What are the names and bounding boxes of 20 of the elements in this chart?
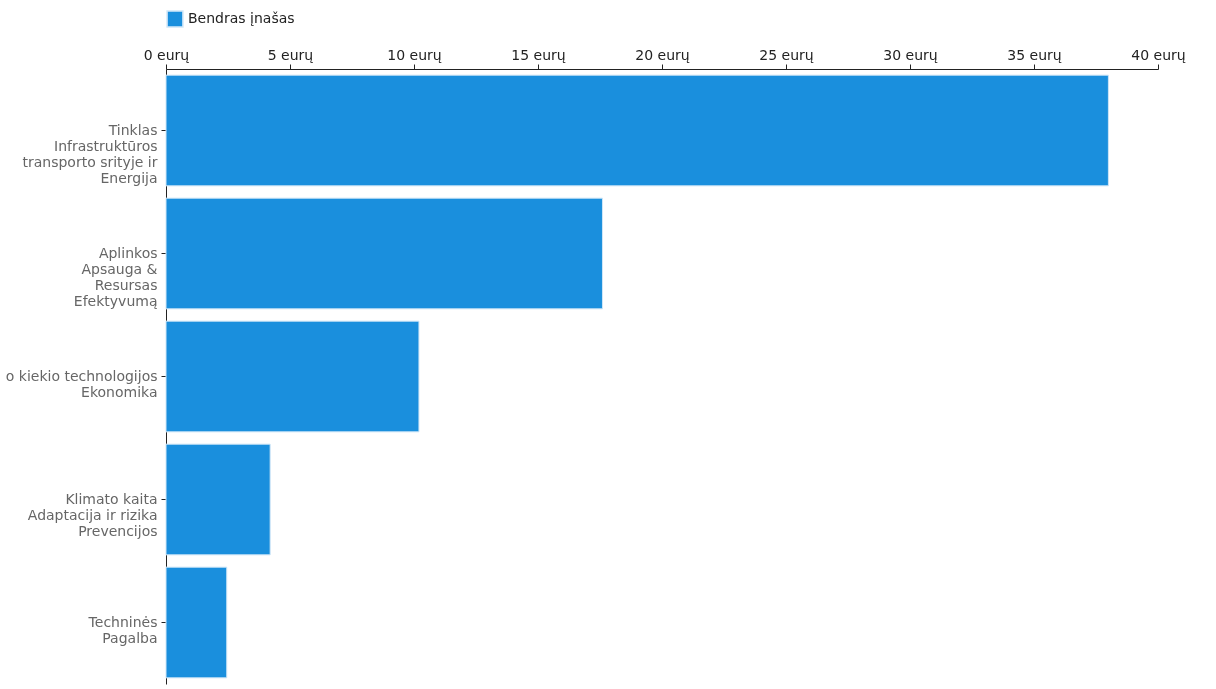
x-tick-label: 25 eurų <box>759 46 814 63</box>
legend-label: Bendras įnašas <box>188 10 295 26</box>
bar <box>165 320 420 433</box>
x-tick-label: 40 eurų <box>1131 46 1186 63</box>
bar <box>165 443 271 556</box>
x-tick-label: 10 eurų <box>387 46 442 63</box>
x-tick-label: 20 eurų <box>635 46 690 63</box>
bar <box>165 197 603 310</box>
y-tick-label: o kiekio technologijos Ekonomika <box>5 367 158 400</box>
bar <box>165 566 228 679</box>
x-tick-label: 30 eurų <box>883 46 938 63</box>
y-tick-label: Aplinkos Apsauga & Resursas Efektyvumą <box>73 244 158 309</box>
x-tick-label: 0 eurų <box>143 46 190 63</box>
y-tick-label: Klimato kaita Adaptacija ir rizika Prevencijos <box>27 490 158 539</box>
bar <box>165 74 1109 187</box>
y-tick-label: Techninės Pagalba <box>87 613 158 646</box>
x-tick-label: 5 eurų <box>267 46 314 63</box>
y-tick-label: Tinklas Infrastruktūros transporto srityje ir Energija <box>22 121 158 186</box>
x-tick-label: 15 eurų <box>511 46 566 63</box>
x-tick-label: 35 eurų <box>1007 46 1062 63</box>
